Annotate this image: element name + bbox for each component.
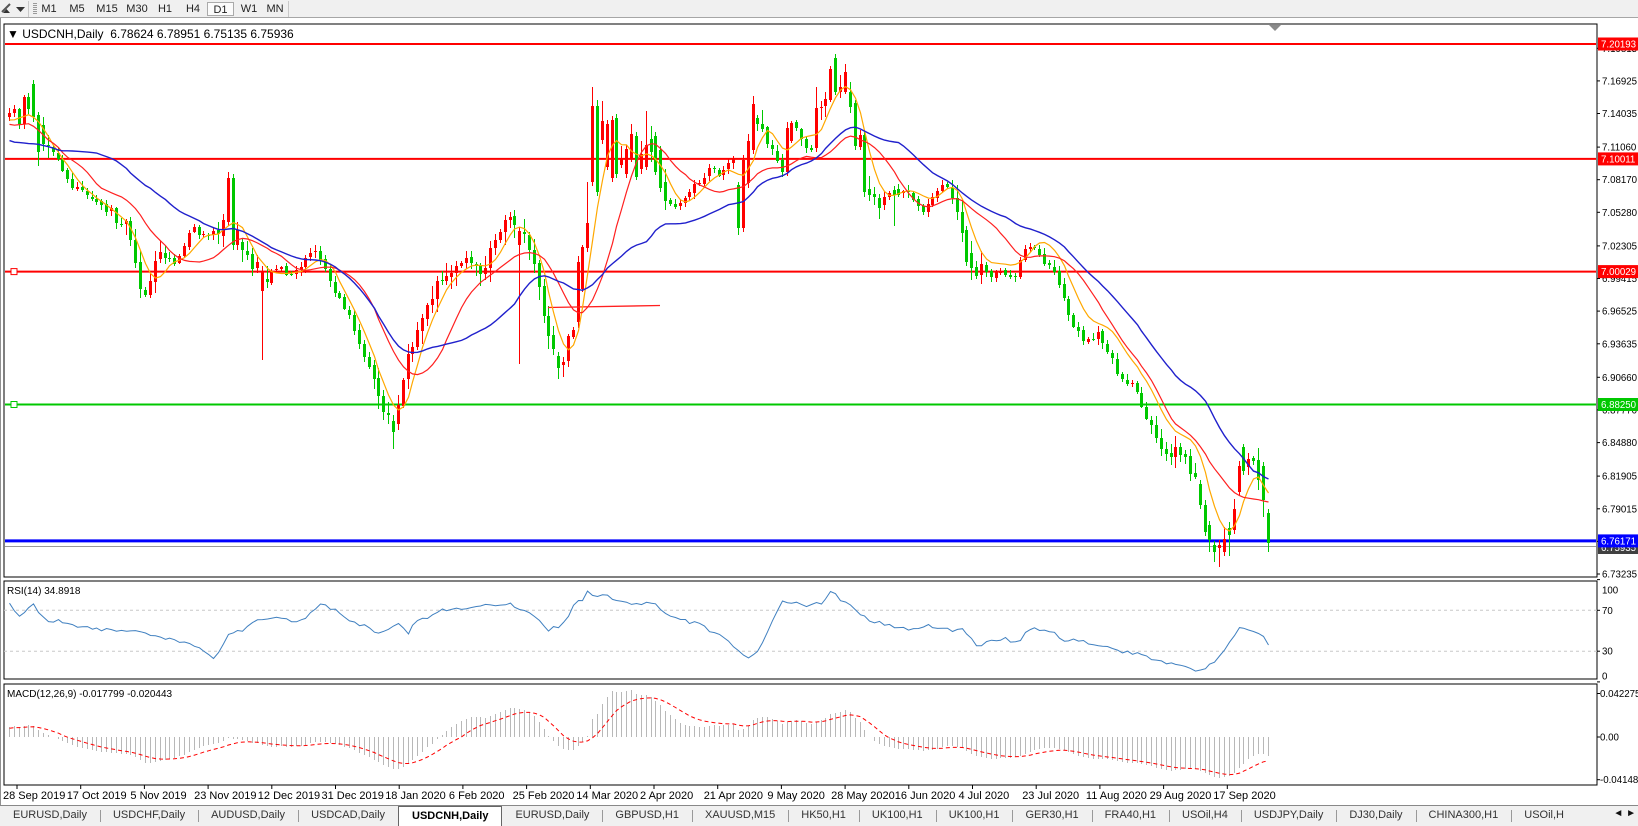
svg-text:100: 100 bbox=[1602, 586, 1619, 597]
svg-text:7.16925: 7.16925 bbox=[1602, 76, 1637, 87]
svg-text:7.00029: 7.00029 bbox=[1601, 267, 1636, 278]
svg-text:6.90660: 6.90660 bbox=[1602, 373, 1638, 384]
svg-text:5 Nov 2019: 5 Nov 2019 bbox=[130, 790, 186, 802]
svg-text:9 May 2020: 9 May 2020 bbox=[767, 790, 824, 802]
svg-text:6.76171: 6.76171 bbox=[1601, 536, 1636, 547]
svg-text:25 Feb 2020: 25 Feb 2020 bbox=[513, 790, 575, 802]
svg-text:12 Dec 2019: 12 Dec 2019 bbox=[258, 790, 320, 802]
svg-text:21 Apr 2020: 21 Apr 2020 bbox=[704, 790, 763, 802]
svg-text:0.00: 0.00 bbox=[1600, 733, 1619, 744]
svg-text:28 Sep 2019: 28 Sep 2019 bbox=[3, 790, 65, 802]
svg-text:6 Feb 2020: 6 Feb 2020 bbox=[449, 790, 505, 802]
svg-text:6.73235: 6.73235 bbox=[1602, 570, 1637, 581]
svg-text:6.75935: 6.75935 bbox=[1601, 543, 1636, 554]
svg-text:6.81905: 6.81905 bbox=[1602, 472, 1637, 483]
svg-text:6.96525: 6.96525 bbox=[1602, 307, 1637, 318]
svg-text:6.84880: 6.84880 bbox=[1602, 438, 1638, 449]
svg-text:70: 70 bbox=[1602, 606, 1613, 617]
svg-text:2 Apr 2020: 2 Apr 2020 bbox=[640, 790, 693, 802]
svg-text:23 Nov 2019: 23 Nov 2019 bbox=[194, 790, 256, 802]
svg-text:29 Aug 2020: 29 Aug 2020 bbox=[1150, 790, 1212, 802]
svg-text:-0.04148: -0.04148 bbox=[1600, 775, 1638, 786]
svg-text:7.11060: 7.11060 bbox=[1602, 143, 1637, 154]
svg-text:23 Jul 2020: 23 Jul 2020 bbox=[1022, 790, 1079, 802]
svg-text:6.88250: 6.88250 bbox=[1601, 400, 1637, 411]
svg-text:11 Aug 2020: 11 Aug 2020 bbox=[1086, 790, 1147, 802]
svg-text:30: 30 bbox=[1602, 647, 1613, 658]
svg-text:6.99415: 6.99415 bbox=[1602, 274, 1637, 285]
svg-text:0.042275: 0.042275 bbox=[1600, 689, 1638, 700]
svg-text:0: 0 bbox=[1602, 672, 1608, 683]
svg-text:4 Jul 2020: 4 Jul 2020 bbox=[959, 790, 1010, 802]
svg-text:7.02305: 7.02305 bbox=[1602, 241, 1637, 252]
svg-text:14 Mar 2020: 14 Mar 2020 bbox=[576, 790, 638, 802]
svg-text:7.05280: 7.05280 bbox=[1602, 208, 1638, 219]
svg-text:7.14035: 7.14035 bbox=[1602, 109, 1637, 120]
svg-text:7.08170: 7.08170 bbox=[1602, 175, 1638, 186]
svg-text:7.20193: 7.20193 bbox=[1601, 40, 1636, 51]
svg-text:7.10011: 7.10011 bbox=[1601, 154, 1635, 165]
svg-text:31 Dec 2019: 31 Dec 2019 bbox=[322, 790, 384, 802]
svg-text:6.93635: 6.93635 bbox=[1602, 339, 1637, 350]
svg-text:6.79015: 6.79015 bbox=[1602, 504, 1637, 515]
svg-text:17 Oct 2019: 17 Oct 2019 bbox=[67, 790, 127, 802]
svg-text:28 May 2020: 28 May 2020 bbox=[831, 790, 895, 802]
svg-text:18 Jan 2020: 18 Jan 2020 bbox=[385, 790, 446, 802]
svg-text:16 Jun 2020: 16 Jun 2020 bbox=[895, 790, 956, 802]
svg-text:17 Sep 2020: 17 Sep 2020 bbox=[1213, 790, 1275, 802]
